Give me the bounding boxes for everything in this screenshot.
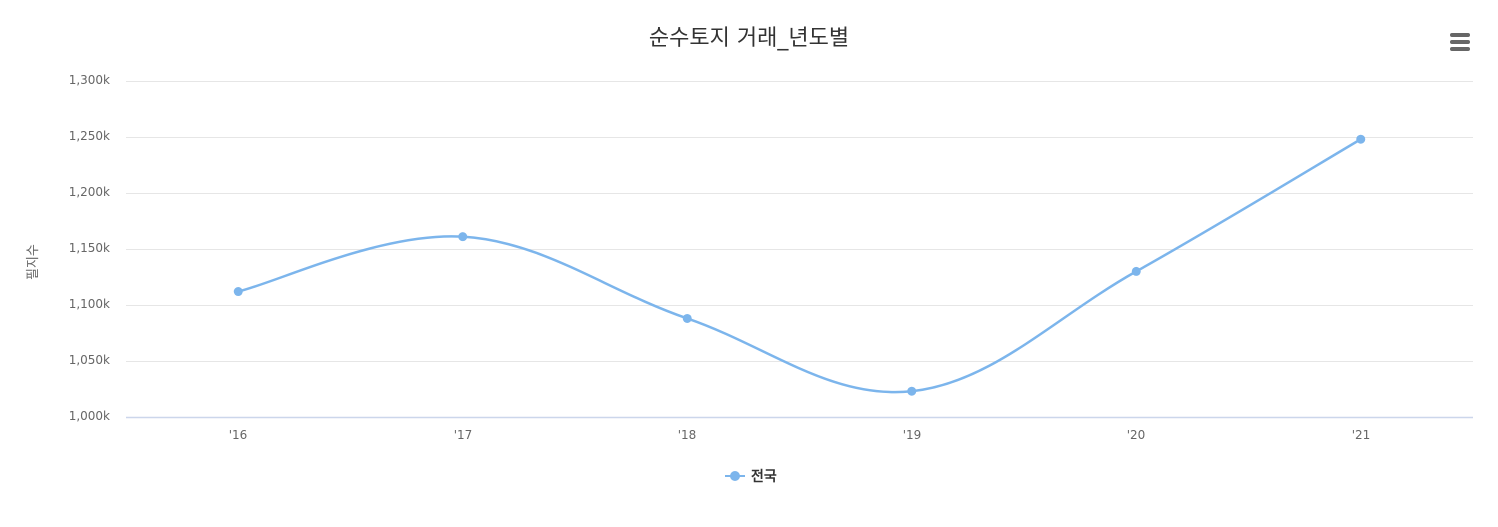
y-tick-label: 1,100k — [68, 297, 110, 311]
x-tick-label: '18 — [677, 428, 697, 442]
data-point-marker[interactable] — [458, 232, 468, 242]
hamburger-menu-icon — [1450, 33, 1470, 37]
series-line-jeonguk[interactable] — [237, 137, 1362, 394]
data-point-marker[interactable] — [233, 287, 243, 297]
y-tick-label: 1,150k — [68, 241, 110, 255]
legend-line-marker-icon — [725, 470, 745, 482]
data-point-marker[interactable] — [1356, 134, 1366, 144]
data-point-marker[interactable] — [907, 386, 917, 396]
y-tick-label: 1,300k — [68, 73, 110, 87]
chart-title: 순수토지 거래_년도별 — [648, 26, 850, 51]
legend-item-jeonguk[interactable]: 전국 — [725, 466, 777, 486]
series-markers — [233, 134, 1366, 396]
y-tick-label: 1,250k — [68, 129, 110, 143]
legend-label: 전국 — [751, 469, 777, 485]
x-tick-label: '19 — [902, 428, 922, 442]
data-point-marker[interactable] — [1131, 266, 1141, 276]
x-tick-label: '17 — [453, 428, 473, 442]
hamburger-menu-icon-bar — [1450, 47, 1470, 51]
data-point-marker[interactable] — [682, 313, 692, 323]
y-tick-label: 1,200k — [68, 185, 110, 199]
x-tick-label: '16 — [228, 428, 248, 442]
hamburger-menu-icon-bar — [1450, 40, 1470, 44]
x-tick-label: '20 — [1126, 428, 1146, 442]
y-tick-label: 1,000k — [68, 409, 110, 423]
grid-lines — [126, 81, 1473, 362]
chart-menu-button[interactable] — [1447, 30, 1473, 54]
y-tick-label: 1,050k — [68, 353, 110, 367]
x-tick-label: '21 — [1351, 428, 1371, 442]
